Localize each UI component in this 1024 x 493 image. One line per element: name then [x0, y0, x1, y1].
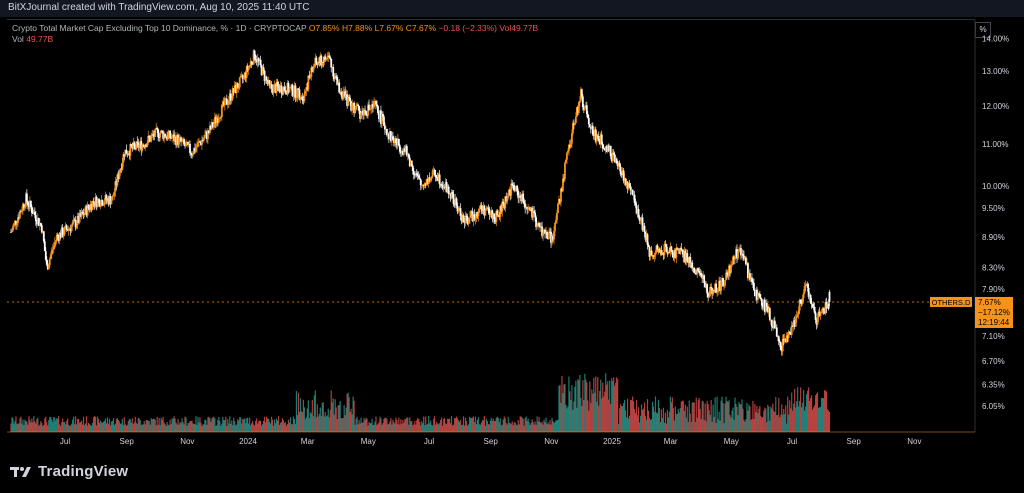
y-tick-label: 6.35% — [982, 381, 1005, 390]
tradingview-logo-text: TradingView — [38, 463, 129, 480]
legend-low: L7.67% — [374, 23, 404, 33]
price-tag-value: 7.67% — [978, 298, 1001, 307]
y-tick-label: 12.00% — [982, 102, 1009, 111]
attribution-text: BitXJournal created with TradingView.com… — [8, 2, 310, 13]
y-tick-label: 6.05% — [982, 402, 1005, 411]
tradingview-logo-icon — [10, 466, 31, 477]
volume-label: Vol — [12, 34, 24, 44]
y-tick-label: 13.00% — [982, 67, 1009, 76]
legend-change: −0.18 (−2.33%) — [438, 23, 498, 33]
price-tag-change: −17.12% — [978, 308, 1010, 317]
tradingview-logo[interactable]: TradingView — [10, 463, 128, 480]
y-tick-label: 8.90% — [982, 233, 1005, 242]
attribution-bar: BitXJournal created with TradingView.com… — [0, 0, 1024, 17]
y-tick-label: 7.90% — [982, 285, 1005, 294]
volume-value: 49.77B — [26, 34, 54, 44]
y-tick-label: 11.00% — [982, 140, 1009, 149]
legend-vol: Vol49.77B — [499, 23, 539, 33]
volume-legend: Vol 49.77B — [12, 34, 53, 44]
symbol-title: Crypto Total Market Cap Excluding Top 10… — [12, 23, 307, 33]
price-tag-countdown: 12:19:44 — [978, 318, 1010, 327]
y-tick-label: 9.50% — [982, 204, 1005, 213]
y-tick-label: 6.70% — [982, 357, 1005, 366]
chart-frame[interactable] — [7, 19, 975, 451]
legend-open: O7.85% — [308, 23, 340, 33]
legend-close: C7.67% — [405, 23, 437, 33]
price-tag — [975, 296, 1013, 328]
footer — [0, 450, 1024, 493]
y-tick-label: 8.30% — [982, 263, 1005, 272]
percent-scale-button[interactable]: % — [975, 22, 991, 38]
y-tick-label: 10.00% — [982, 182, 1009, 191]
legend-high: H7.88% — [341, 23, 373, 33]
y-tick-label: 7.10% — [982, 332, 1005, 341]
symbol-legend: Crypto Total Market Cap Excluding Top 10… — [12, 23, 538, 33]
